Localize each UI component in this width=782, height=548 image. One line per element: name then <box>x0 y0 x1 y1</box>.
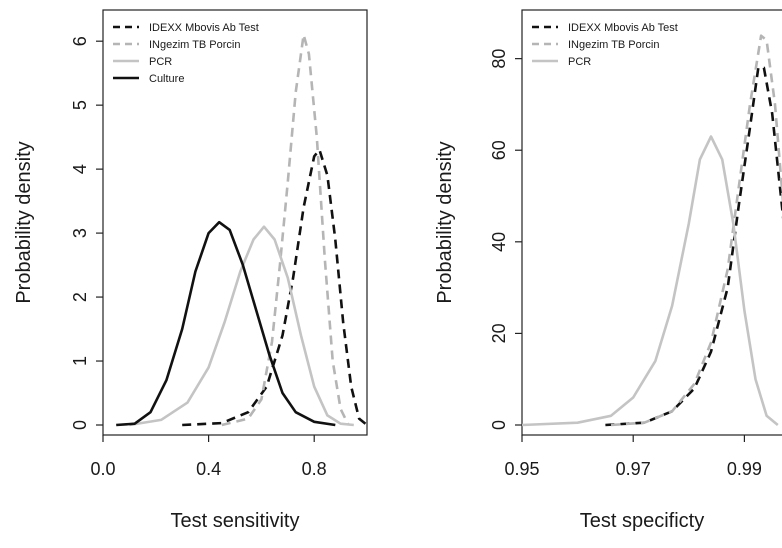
y-tick-label: 40 <box>489 232 509 252</box>
series-line-2 <box>221 33 350 427</box>
y-tick-label: 4 <box>70 164 90 174</box>
y-axis-label: Probability density <box>434 141 456 303</box>
y-tick-label: 3 <box>70 228 90 238</box>
x-tick-label: 0.97 <box>616 459 651 479</box>
y-tick-label: 1 <box>70 356 90 366</box>
y-tick-label: 2 <box>70 292 90 302</box>
y-tick-label: 60 <box>489 140 509 160</box>
series-line-1 <box>182 148 367 427</box>
legend-label: IDEXX Mbovis Ab Test <box>149 22 259 34</box>
legend-label: INgezim TB Porcin <box>149 39 241 51</box>
chart-panel-2: 0 20 40 60 80 0.95 0.97 0.99 Test specificty Prob… <box>434 9 782 532</box>
plot-frame <box>102 9 368 436</box>
legend-label: PCR <box>568 56 591 68</box>
x-tick-label: 0.0 <box>90 459 115 479</box>
series-line-1 <box>605 66 782 427</box>
y-tick-label: 5 <box>70 100 90 110</box>
plot-frame <box>521 9 782 436</box>
legend-label: PCR <box>149 56 172 68</box>
x-tick-label: 0.8 <box>302 459 327 479</box>
y-axis-label: Probability density <box>13 141 35 303</box>
legend-label: IDEXX Mbovis Ab Test <box>568 22 678 34</box>
y-tick-label: 20 <box>489 323 509 343</box>
series-line-4 <box>116 220 336 427</box>
y-tick-label: 80 <box>489 49 509 69</box>
series-line-3 <box>522 135 779 427</box>
chart-panel-1: 0 1 2 3 4 5 6 0.0 0.4 0.8 Test sensitivity Probabil… <box>13 9 368 532</box>
x-axis-label: Test sensitivity <box>171 510 300 532</box>
y-tick-label: 0 <box>489 420 509 430</box>
series-line-3 <box>129 225 354 427</box>
legend: IDEXX Mbovis Ab Test INgezim TB Porcin PCR… <box>113 22 259 85</box>
y-tick-label: 0 <box>70 420 90 430</box>
series-line-2 <box>610 34 782 427</box>
legend-label: Culture <box>149 73 184 85</box>
x-tick-label: 0.4 <box>196 459 221 479</box>
x-axis-label: Test specificty <box>580 510 704 532</box>
x-tick-label: 0.95 <box>504 459 539 479</box>
x-tick-label: 0.99 <box>727 459 762 479</box>
legend-label: INgezim TB Porcin <box>568 39 660 51</box>
y-tick-label: 6 <box>70 36 90 46</box>
legend: IDEXX Mbovis Ab Test INgezim TB Porcin PCR <box>532 22 678 68</box>
